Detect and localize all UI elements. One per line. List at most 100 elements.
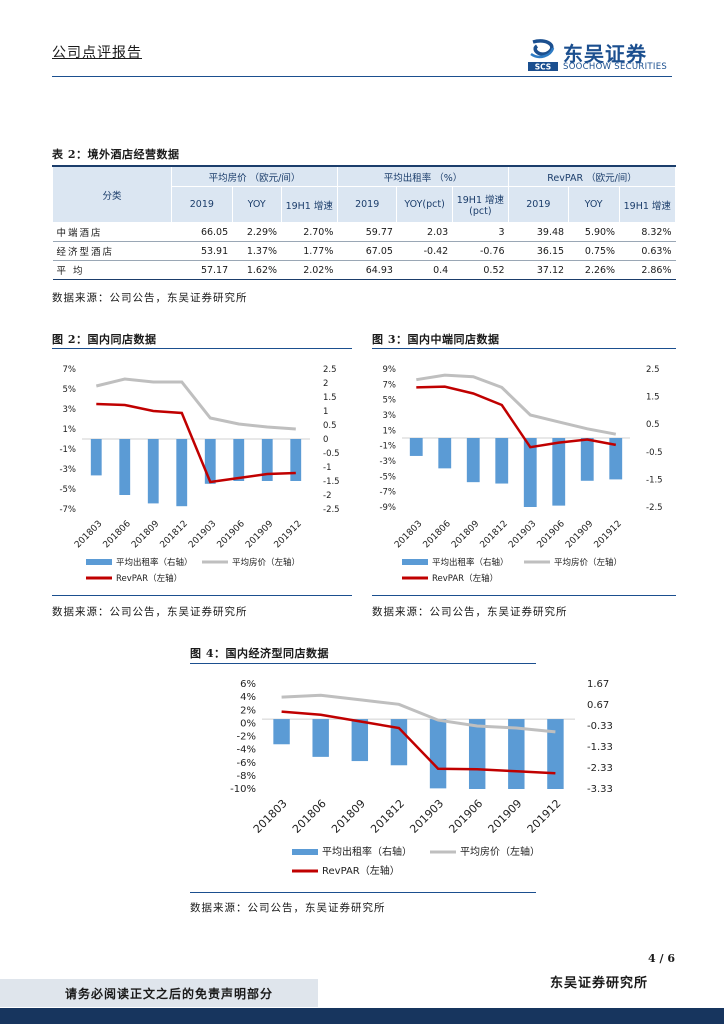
table-row: 经济型酒店 53.91 1.37% 1.77% 67.05 -0.42 -0.7…: [52, 241, 676, 261]
occupancy-bar: [273, 719, 290, 745]
right-axis-tick: -0.5: [646, 448, 663, 458]
sub-header: YOY: [567, 186, 620, 223]
footer-institute: 东吴证券研究所: [550, 976, 649, 991]
revpar-line: [281, 710, 556, 775]
category-label: 201803: [393, 519, 424, 550]
left-axis-tick: 1%: [383, 426, 397, 436]
category-label: 201909: [244, 519, 276, 551]
cell: -0.42: [396, 241, 453, 261]
cell: 2.03: [396, 222, 453, 242]
occupancy-bar: [147, 439, 159, 504]
left-axis-tick: -3%: [379, 457, 396, 467]
cell: 67.05: [337, 241, 397, 261]
cell: 66.05: [171, 222, 233, 242]
category-label: 201912: [273, 519, 304, 550]
sub-header: YOY(pct): [396, 186, 453, 223]
category-label: 201803: [251, 797, 290, 836]
occupancy-bar: [580, 438, 594, 481]
occupancy-bar: [409, 438, 423, 456]
header-divider: [52, 76, 672, 77]
right-axis-tick: 2.5: [646, 365, 660, 375]
right-axis-tick: 1.5: [646, 393, 660, 403]
cell: 8.32%: [619, 222, 676, 242]
category-label: 201909: [486, 797, 525, 836]
row-name: 经济型酒店: [52, 241, 172, 261]
figure-3-chart: 9% 7% 5% 3% 1% -1% -3% -5% -7% -9% 2.5 1.5 0.5 -0.5 -1…: [379, 365, 663, 584]
occupancy-bar: [351, 719, 369, 762]
table-title: 表 2：境外酒店经营数据: [52, 148, 180, 161]
category-label: 201912: [593, 519, 624, 550]
row-name: 中端酒店: [52, 222, 172, 242]
cell: 2.26%: [568, 260, 620, 280]
left-axis-tick: -1%: [379, 442, 396, 452]
category-label: 201803: [73, 519, 104, 550]
occupancy-bar: [176, 439, 188, 507]
figure-2-bottom-rule: [52, 595, 352, 596]
category-label: 201806: [102, 519, 134, 551]
legend-label-occupancy: 平均出租率（右轴）: [116, 557, 193, 568]
footer-notice-band: [0, 979, 318, 1007]
cell: 0.52: [452, 260, 509, 280]
figure-4-source: 数据来源：公司公告，东吴证券研究所: [190, 902, 386, 914]
right-axis-tick: 1.67: [587, 679, 609, 690]
cell: 2.29%: [232, 222, 282, 242]
occupancy-bar: [552, 438, 566, 506]
disclaimer-notice: 请务必阅读正文之后的免责声明部分: [65, 987, 274, 1001]
left-axis-tick: -2%: [237, 732, 256, 743]
category-label: 201809: [130, 519, 162, 551]
group-header-revpar: RevPAR （欧元/间）: [508, 165, 676, 187]
right-axis-tick: -1: [323, 463, 331, 473]
occupancy-bar: [609, 438, 623, 480]
occupancy-bar: [547, 719, 564, 789]
group-header-price: 平均房价 （欧元/间）: [171, 165, 338, 187]
left-axis-tick: -4%: [237, 745, 256, 756]
occupancy-bar: [290, 439, 302, 481]
cell: 2.86%: [619, 260, 676, 280]
left-axis-tick: -6%: [237, 758, 256, 769]
figure-4-bottom-rule: [190, 892, 536, 893]
figure-2-source: 数据来源：公司公告，东吴证券研究所: [52, 606, 248, 618]
left-axis-tick: 9%: [383, 365, 397, 375]
cell: 0.75%: [568, 241, 620, 261]
legend-swatch-occupancy: [402, 559, 428, 565]
hotel-operations-table: 分类 平均房价 （欧元/间） 平均出租率 （%） RevPAR （欧元/间） 2…: [51, 165, 677, 280]
legend-label-revpar: RevPAR（左轴）: [116, 573, 182, 584]
left-axis-tick: -9%: [379, 503, 396, 513]
category-label: 201806: [422, 519, 454, 551]
brand-logo: SCS 东吴证券 SOOCHOW SECURITIES: [527, 38, 677, 74]
cell: 39.48: [508, 222, 569, 242]
left-axis-tick: -8%: [237, 771, 256, 782]
report-type: 公司点评报告: [52, 45, 142, 61]
left-axis-tick: 0%: [240, 718, 256, 729]
left-axis-tick: -1%: [59, 445, 76, 455]
category-label: 201912: [525, 797, 564, 836]
left-axis-tick: 2%: [240, 705, 256, 716]
left-axis-tick: 3%: [383, 411, 397, 421]
right-axis-tick: -2.5: [323, 505, 340, 515]
occupancy-bar: [495, 438, 509, 484]
legend-swatch-occupancy: [292, 849, 318, 855]
cell: 64.93: [337, 260, 397, 280]
right-axis-tick: -1.5: [323, 477, 340, 487]
figure-3-top-rule: [372, 348, 676, 349]
logo-mark-text: SCS: [535, 63, 551, 72]
category-label: 201812: [368, 797, 407, 836]
cell: 5.90%: [568, 222, 620, 242]
figure-3-source: 数据来源：公司公告，东吴证券研究所: [372, 606, 568, 618]
legend-label-occupancy: 平均出租率（右轴）: [432, 557, 509, 568]
right-axis-tick: -2: [323, 491, 331, 501]
table-source: 数据来源：公司公告，东吴证券研究所: [52, 292, 248, 304]
figure-4-chart: 6% 4% 2% 0% -2% -4% -6% -8% -10% 1.67 0.67 -0.33 -1.…: [230, 679, 613, 877]
right-axis-tick: 2.5: [323, 365, 337, 375]
scs-logo-icon: SCS: [528, 39, 558, 72]
cell: 1.37%: [232, 241, 282, 261]
avg-price-line: [281, 693, 556, 734]
cell: 1.77%: [281, 241, 338, 261]
page-number: 4 / 6: [648, 952, 675, 965]
cell: 1.62%: [232, 260, 282, 280]
category-label: 201903: [407, 797, 446, 836]
category-label: 201906: [446, 797, 485, 836]
left-axis-tick: 7%: [63, 365, 77, 375]
revpar-line: [96, 402, 296, 484]
figure-3-title: 图 3：国内中端同店数据: [372, 333, 500, 346]
